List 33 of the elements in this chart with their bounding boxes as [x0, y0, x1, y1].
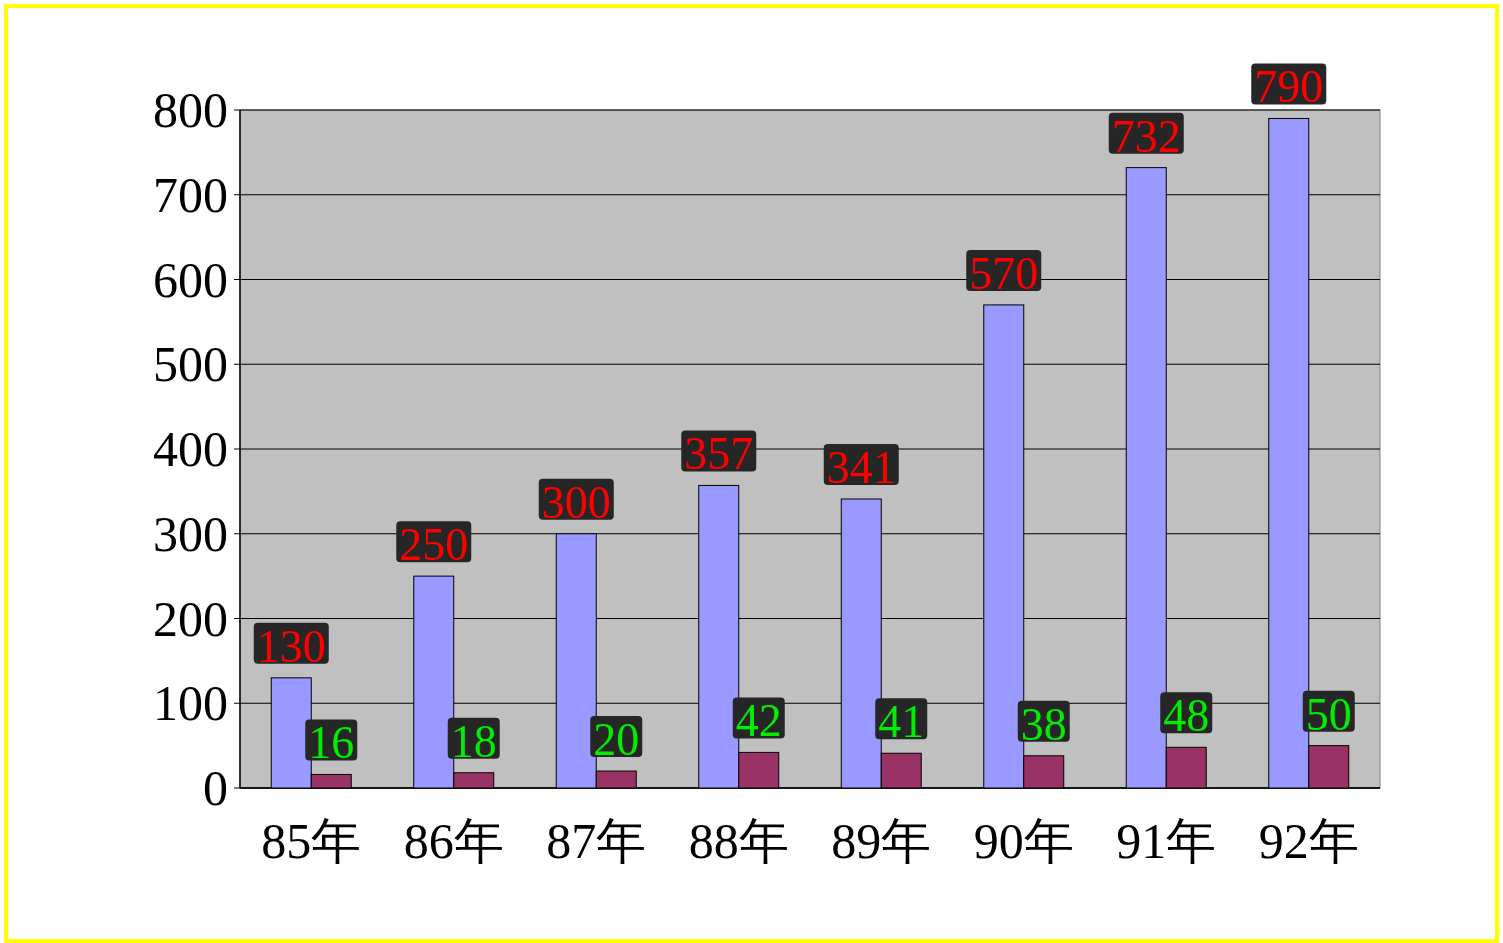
y-tick-label: 300 [153, 505, 228, 562]
data-label: 357 [684, 428, 754, 480]
y-tick-label: 100 [153, 675, 228, 732]
data-label: 42 [735, 695, 782, 747]
data-label: 300 [541, 476, 611, 528]
x-tick-label: 88年 [688, 813, 789, 869]
data-label: 16 [308, 717, 355, 769]
data-label: 250 [399, 519, 469, 571]
y-tick-label: 500 [153, 336, 228, 393]
data-label: 41 [878, 696, 925, 748]
data-label: 341 [826, 442, 896, 493]
data-label: 50 [1305, 688, 1352, 740]
x-tick-label: 87年 [546, 813, 647, 869]
data-label: 38 [1020, 698, 1067, 750]
data-label: 732 [1111, 110, 1181, 162]
data-label: 18 [450, 715, 497, 767]
x-tick-label: 90年 [973, 813, 1074, 869]
x-tick-label: 92年 [1258, 813, 1359, 869]
data-label: 20 [593, 714, 640, 766]
y-tick-label: 600 [153, 251, 228, 308]
data-label: 790 [1254, 61, 1324, 113]
y-tick-label: 400 [153, 421, 228, 477]
y-tick-label: 700 [153, 166, 228, 223]
x-tick-label: 86年 [403, 813, 504, 869]
x-tick-label: 91年 [1116, 813, 1217, 869]
data-label: 570 [969, 247, 1039, 299]
y-tick-label: 200 [153, 590, 228, 647]
x-tick-label: 85年 [261, 813, 362, 869]
y-tick-label: 800 [153, 82, 228, 138]
data-label: 48 [1163, 690, 1210, 742]
y-tick-label: 0 [203, 760, 228, 816]
data-label: 130 [256, 620, 326, 672]
x-tick-label: 89年 [831, 813, 932, 869]
